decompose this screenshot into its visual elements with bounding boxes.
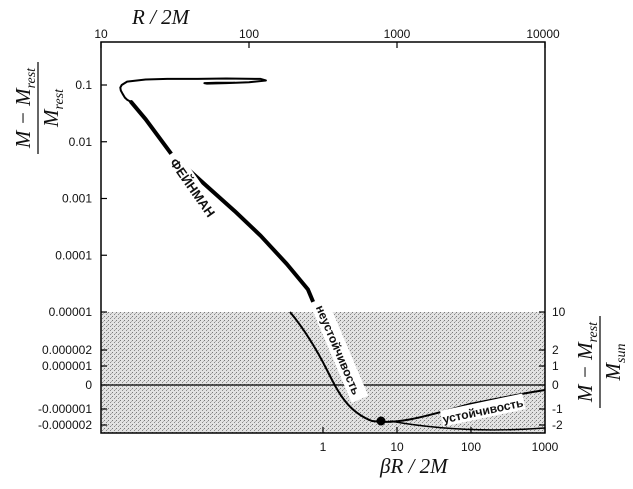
right-axis-label: M − Mrest Msun [573, 316, 629, 408]
left-tick-label: 0.0001 [55, 248, 92, 262]
left-tick-label: 0 [85, 378, 92, 392]
svg-text:M − Mrest: M − Mrest [573, 321, 601, 403]
left-tick-label: -0.000002 [38, 418, 92, 432]
left-tick-label: 0.00001 [49, 305, 93, 319]
right-tick-label: 2 [552, 343, 559, 357]
left-tick-label: 0.1 [75, 78, 92, 92]
left-axis-ticks: 0.1 0.01 0.001 0.0001 0.00001 0.000002 0.00000… [38, 78, 107, 432]
top-tick-label: 100 [239, 27, 259, 41]
curve-unstable-stable [289, 311, 546, 423]
top-tick-label: 1000 [384, 27, 411, 41]
bottom-tick-label: 1 [320, 440, 327, 454]
top-tick-label: 10000 [526, 27, 560, 41]
right-tick-label: 1 [552, 359, 559, 373]
svg-text:M − Mrest: M − Mrest [11, 67, 39, 149]
left-tick-label: 0.01 [69, 135, 93, 149]
top-axis-ticks: 10 100 1000 10000 [94, 27, 560, 48]
curve-spiral [119, 77, 267, 104]
svg-text:Mrest: Mrest [39, 88, 67, 128]
left-tick-label: -0.000001 [38, 402, 92, 416]
left-tick-label: 0.000002 [42, 343, 92, 357]
top-tick-label: 10 [94, 27, 108, 41]
bottom-tick-label: 10 [390, 440, 404, 454]
critical-point-marker [376, 416, 386, 426]
curve-lower-branch [389, 420, 546, 431]
top-axis-label: R / 2M [131, 5, 191, 29]
right-tick-label: 10 [552, 305, 566, 319]
left-tick-label: 0.001 [62, 192, 92, 206]
right-tick-label: -2 [552, 418, 563, 432]
curve-series [119, 77, 320, 314]
svg-text:Msun: Msun [601, 344, 629, 382]
bottom-tick-label: 1000 [532, 440, 559, 454]
label-feynman: ФЕЙНМАН [162, 149, 224, 226]
bottom-axis-label: βR / 2M [379, 454, 449, 478]
left-axis-label: M − Mrest Mrest [11, 62, 67, 154]
right-tick-label: 0 [552, 378, 559, 392]
left-tick-label: 0.000001 [42, 359, 92, 373]
curve-feynman-branch [129, 100, 320, 314]
bottom-axis-ticks: 1 10 100 1000 [320, 427, 559, 454]
right-tick-label: -1 [552, 402, 563, 416]
bottom-tick-label: 100 [461, 440, 481, 454]
